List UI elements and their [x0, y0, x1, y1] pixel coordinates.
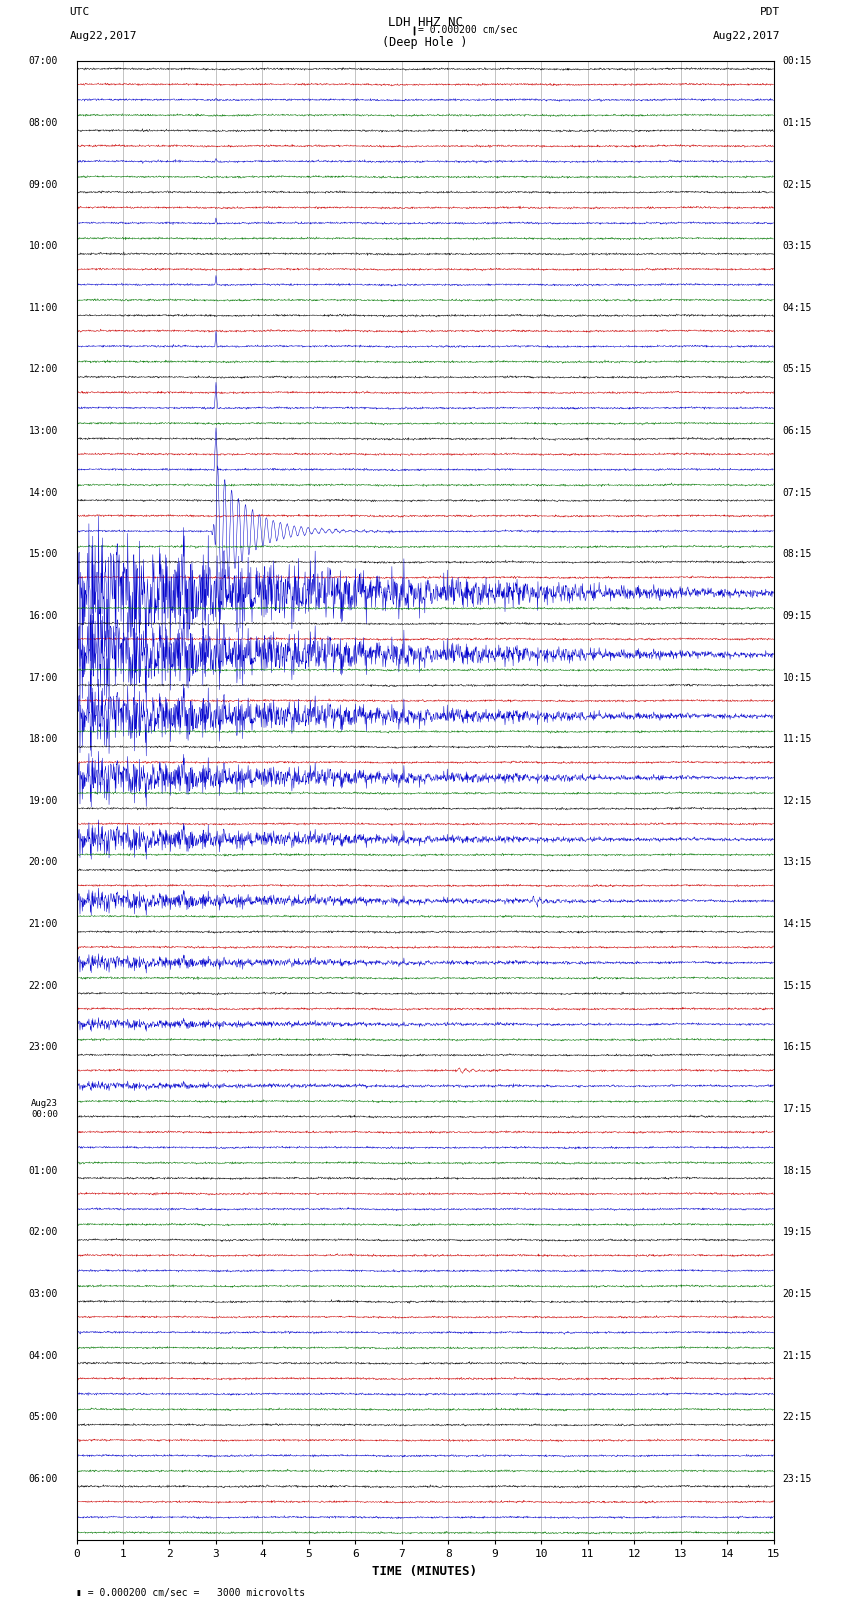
- Text: 08:15: 08:15: [783, 550, 812, 560]
- Text: 18:00: 18:00: [29, 734, 58, 744]
- Text: Aug23
00:00: Aug23 00:00: [31, 1100, 58, 1119]
- Text: ▮ = 0.000200 cm/sec =   3000 microvolts: ▮ = 0.000200 cm/sec = 3000 microvolts: [76, 1587, 306, 1598]
- Text: = 0.000200 cm/sec: = 0.000200 cm/sec: [418, 26, 518, 35]
- Text: 08:00: 08:00: [29, 118, 58, 127]
- Text: 03:00: 03:00: [29, 1289, 58, 1298]
- Text: 15:00: 15:00: [29, 550, 58, 560]
- Text: 07:15: 07:15: [783, 487, 812, 498]
- Text: UTC: UTC: [70, 6, 90, 16]
- Text: Aug22,2017: Aug22,2017: [713, 31, 780, 40]
- Text: 02:00: 02:00: [29, 1227, 58, 1237]
- Text: 16:15: 16:15: [783, 1042, 812, 1052]
- Text: 17:00: 17:00: [29, 673, 58, 682]
- Text: 20:15: 20:15: [783, 1289, 812, 1298]
- Text: 01:15: 01:15: [783, 118, 812, 127]
- Text: 13:00: 13:00: [29, 426, 58, 436]
- Text: 23:00: 23:00: [29, 1042, 58, 1052]
- Text: 19:00: 19:00: [29, 795, 58, 806]
- Text: PDT: PDT: [760, 6, 780, 16]
- Text: 01:00: 01:00: [29, 1166, 58, 1176]
- Text: 12:15: 12:15: [783, 795, 812, 806]
- Text: 05:00: 05:00: [29, 1411, 58, 1423]
- Text: 19:15: 19:15: [783, 1227, 812, 1237]
- Text: 22:15: 22:15: [783, 1411, 812, 1423]
- Text: 06:15: 06:15: [783, 426, 812, 436]
- X-axis label: TIME (MINUTES): TIME (MINUTES): [372, 1565, 478, 1578]
- Text: 10:00: 10:00: [29, 242, 58, 252]
- Text: 04:15: 04:15: [783, 303, 812, 313]
- Text: 11:15: 11:15: [783, 734, 812, 744]
- Text: 06:00: 06:00: [29, 1474, 58, 1484]
- Text: 10:15: 10:15: [783, 673, 812, 682]
- Text: 12:00: 12:00: [29, 365, 58, 374]
- Text: 16:00: 16:00: [29, 611, 58, 621]
- Text: 07:00: 07:00: [29, 56, 58, 66]
- Text: 20:00: 20:00: [29, 858, 58, 868]
- Text: Aug22,2017: Aug22,2017: [70, 31, 137, 40]
- Text: 05:15: 05:15: [783, 365, 812, 374]
- Text: 14:00: 14:00: [29, 487, 58, 498]
- Text: LDH HHZ NC: LDH HHZ NC: [388, 16, 462, 29]
- Text: 14:15: 14:15: [783, 919, 812, 929]
- Text: 23:15: 23:15: [783, 1474, 812, 1484]
- Text: 02:15: 02:15: [783, 179, 812, 190]
- Text: 21:15: 21:15: [783, 1350, 812, 1360]
- Text: (Deep Hole ): (Deep Hole ): [382, 37, 468, 50]
- Text: 22:00: 22:00: [29, 981, 58, 990]
- Text: 17:15: 17:15: [783, 1103, 812, 1115]
- Text: 13:15: 13:15: [783, 858, 812, 868]
- Text: 03:15: 03:15: [783, 242, 812, 252]
- Text: 04:00: 04:00: [29, 1350, 58, 1360]
- Text: 18:15: 18:15: [783, 1166, 812, 1176]
- Text: 21:00: 21:00: [29, 919, 58, 929]
- Text: 11:00: 11:00: [29, 303, 58, 313]
- Text: 09:15: 09:15: [783, 611, 812, 621]
- Text: 00:15: 00:15: [783, 56, 812, 66]
- Text: 15:15: 15:15: [783, 981, 812, 990]
- Text: 09:00: 09:00: [29, 179, 58, 190]
